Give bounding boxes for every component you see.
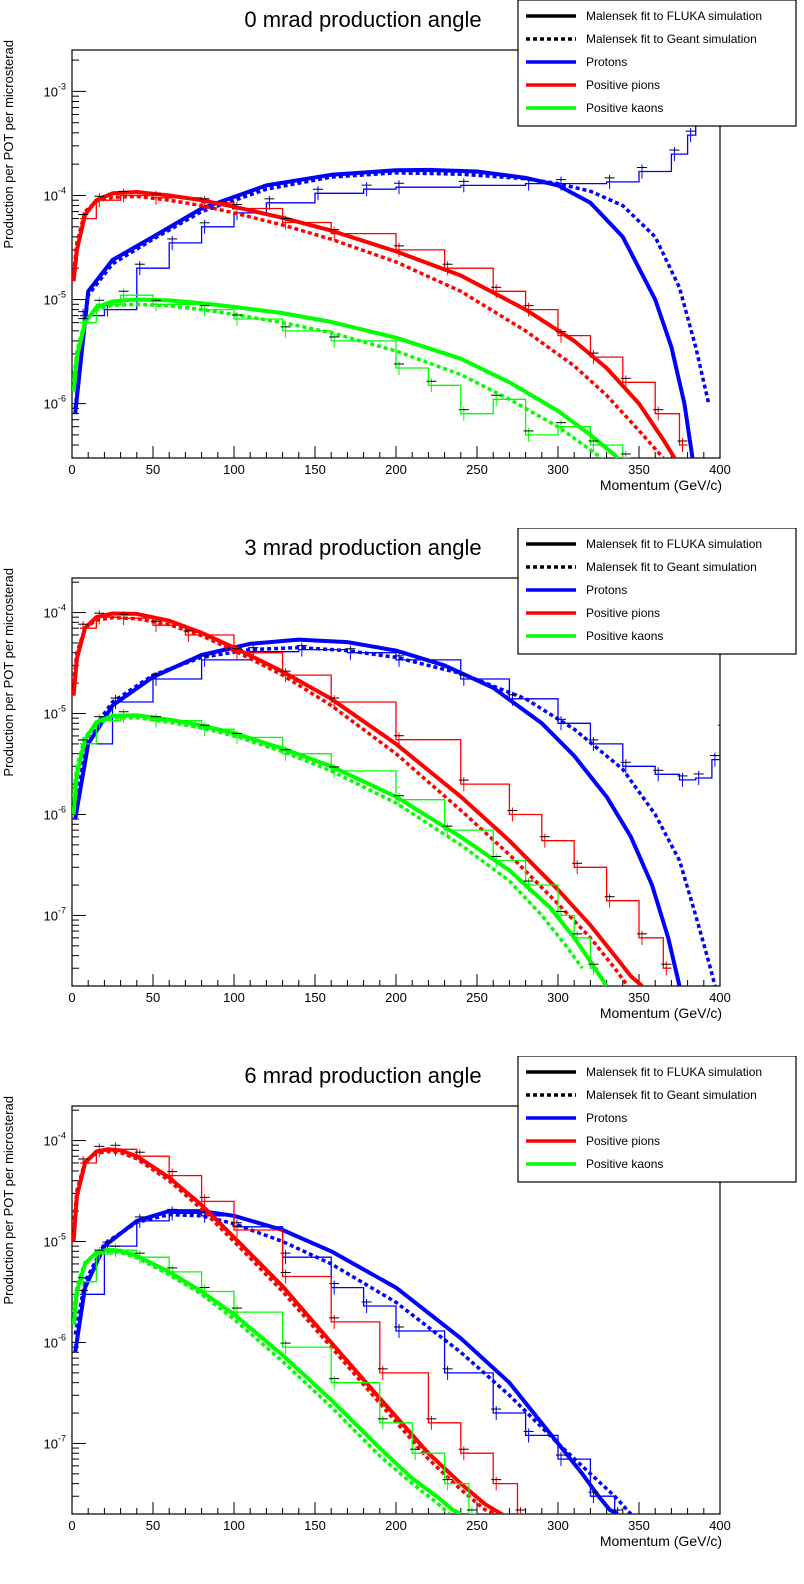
- chart1-series-protons-geant-fit: [73, 645, 717, 986]
- chart0-legend-entry: Positive pions: [586, 78, 660, 92]
- chart2-legend-entry: Protons: [586, 1111, 627, 1125]
- chart0-series-positive-kaons-fluka-hist: [80, 294, 631, 458]
- chart2-series-positive-pions-fluka-fit: [72, 1147, 507, 1514]
- chart2-x-axis-label: Momentum (GeV/c): [600, 1533, 722, 1549]
- chart0-x-tick-label: 50: [146, 462, 160, 477]
- chart0-series-group: [72, 103, 711, 458]
- chart2-legend-entry: Positive pions: [586, 1134, 660, 1148]
- chart1-y-axis-label: Production per POT per microsterad: [1, 568, 16, 777]
- chart0-series-positive-kaons-geant-fit: [72, 302, 605, 458]
- chart2-x-tick-label: 0: [68, 1518, 75, 1533]
- chart0-y-tick-label: 10-4: [44, 185, 66, 203]
- chart0-y-axis-label: Production per POT per microsterad: [1, 40, 16, 249]
- chart0-y-tick-label: 10-3: [44, 81, 66, 99]
- chart2-x-tick-label: 400: [709, 1518, 731, 1533]
- chart2-series-positive-kaons-fluka-hist: [80, 1249, 477, 1514]
- chart0-y-tick-label: 10-6: [44, 394, 66, 412]
- chart-panel-3mrad: 3 mrad production angle Production per PO…: [0, 528, 804, 1056]
- chart1-legend-entry: Malensek fit to Geant simulation: [586, 560, 757, 574]
- chart0-x-tick-label: 150: [304, 462, 326, 477]
- chart0-x-axis-label: Momentum (GeV/c): [600, 477, 722, 493]
- chart1-legend: Malensek fit to FLUKA simulation Malensek…: [517, 528, 797, 655]
- chart1-x-tick-label: 150: [304, 990, 326, 1005]
- chart1-series-group: [72, 610, 720, 986]
- chart1-x-tick-label: 350: [628, 990, 650, 1005]
- chart1-series-positive-pions-fluka-hist: [80, 616, 672, 969]
- chart1-legend-entry: Protons: [586, 583, 627, 597]
- chart2-x-tick-label: 200: [385, 1518, 407, 1533]
- chart2-y-axis-label: Production per POT per microsterad: [1, 1096, 16, 1305]
- chart1-legend-entry: Positive kaons: [586, 629, 663, 643]
- chart0-legend-entry: Malensek fit to Geant simulation: [586, 32, 757, 46]
- chart0-series-protons-geant-fit: [73, 171, 711, 409]
- chart2-legend-entry: Malensek fit to Geant simulation: [586, 1088, 757, 1102]
- chart0-x-tick-label: 100: [223, 462, 245, 477]
- chart1-y-tick-label: 10-5: [44, 704, 66, 722]
- chart1-x-tick-label: 100: [223, 990, 245, 1005]
- chart2-x-tick-label: 350: [628, 1518, 650, 1533]
- chart2-x-tick-label: 250: [466, 1518, 488, 1533]
- chart0-x-tick-label: 250: [466, 462, 488, 477]
- chart2-series-group: [72, 1142, 633, 1514]
- chart0-x-tick-label: 200: [385, 462, 407, 477]
- chart0-x-tick-label: 350: [628, 462, 650, 477]
- chart-panel-0mrad: 0 mrad production angle Production per PO…: [0, 0, 804, 528]
- chart2-x-tick-label: 50: [146, 1518, 160, 1533]
- chart2-y-tick-label: 10-6: [44, 1332, 66, 1350]
- chart0-series-protons-fluka-hist: [80, 110, 704, 317]
- chart1-series-protons-fluka-hist: [80, 648, 720, 781]
- chart2-x-tick-label: 150: [304, 1518, 326, 1533]
- chart2-title: 6 mrad production angle: [244, 1063, 481, 1088]
- chart0-legend-entry: Malensek fit to FLUKA simulation: [586, 9, 762, 23]
- chart1-x-tick-label: 300: [547, 990, 569, 1005]
- chart-svg-6mrad: 6 mrad production angle Production per PO…: [1, 1056, 797, 1549]
- chart0-legend-entry: Positive kaons: [586, 101, 663, 115]
- chart1-series-positive-pions-fluka-fit: [72, 611, 644, 986]
- chart0-x-tick-label: 400: [709, 462, 731, 477]
- chart0-legend-entry: Protons: [586, 55, 627, 69]
- chart1-x-axis-label: Momentum (GeV/c): [600, 1005, 722, 1021]
- chart0-legend: Malensek fit to FLUKA simulation Malensek…: [517, 0, 797, 127]
- chart1-y-tick-label: 10-7: [44, 905, 66, 923]
- chart2-x-tick-label: 300: [547, 1518, 569, 1533]
- chart2-series-positive-pions-geant-fit: [72, 1149, 498, 1514]
- chart0-x-tick-label: 300: [547, 462, 569, 477]
- chart-panel-6mrad: 6 mrad production angle Production per PO…: [0, 1056, 804, 1584]
- chart2-legend-entry: Malensek fit to FLUKA simulation: [586, 1065, 762, 1079]
- chart2-x-tick-label: 100: [223, 1518, 245, 1533]
- chart0-series-protons-fluka-fit: [73, 167, 695, 458]
- chart0-series-positive-pions-fluka-hist: [80, 194, 688, 446]
- chart2-legend-entry: Positive kaons: [586, 1157, 663, 1171]
- chart2-y-tick-label: 10-5: [44, 1232, 66, 1250]
- chart1-legend-entry: Positive pions: [586, 606, 660, 620]
- chart0-series-positive-kaons-fluka-fit: [72, 297, 621, 458]
- chart2-series-protons-geant-fit: [73, 1212, 633, 1514]
- chart-svg-0mrad: 0 mrad production angle Production per PO…: [1, 0, 797, 493]
- chart1-y-tick-label: 10-4: [44, 603, 66, 621]
- chart2-y-tick-label: 10-4: [44, 1131, 66, 1149]
- chart0-title: 0 mrad production angle: [244, 7, 481, 32]
- chart1-series-positive-kaons-geant-fit: [72, 715, 584, 970]
- chart2-series-positive-pions-fluka-hist: [80, 1148, 526, 1514]
- chart1-x-tick-label: 250: [466, 990, 488, 1005]
- chart1-x-tick-label: 200: [385, 990, 407, 1005]
- chart1-x-tick-label: 0: [68, 990, 75, 1005]
- chart1-title: 3 mrad production angle: [244, 535, 481, 560]
- chart1-x-tick-label: 400: [709, 990, 731, 1005]
- chart1-x-tick-label: 50: [146, 990, 160, 1005]
- chart1-series-positive-kaons-fluka-hist: [80, 715, 599, 969]
- chart1-series-positive-kaons-fluka-fit: [72, 713, 609, 986]
- chart1-y-tick-label: 10-6: [44, 804, 66, 822]
- chart0-y-tick-label: 10-5: [44, 290, 66, 308]
- chart-svg-3mrad: 3 mrad production angle Production per PO…: [1, 528, 797, 1021]
- chart2-legend: Malensek fit to FLUKA simulation Malensek…: [517, 1056, 797, 1183]
- chart1-series-positive-pions-geant-fit: [72, 615, 630, 986]
- chart2-y-tick-label: 10-7: [44, 1433, 66, 1451]
- chart2-series-positive-kaons-geant-fit: [72, 1249, 451, 1514]
- chart1-series-protons-fluka-fit: [73, 637, 682, 986]
- chart1-legend-entry: Malensek fit to FLUKA simulation: [586, 537, 762, 551]
- chart0-x-tick-label: 0: [68, 462, 75, 477]
